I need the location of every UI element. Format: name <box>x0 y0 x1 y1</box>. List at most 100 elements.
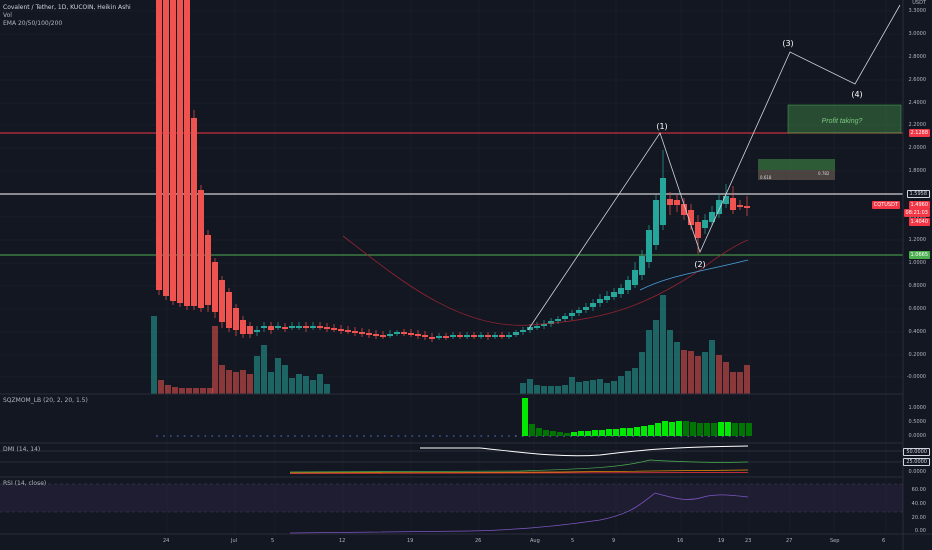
time-tick[interactable]: 6 <box>882 538 886 544</box>
price-tick[interactable]: 3.0000 <box>908 31 927 37</box>
candle <box>478 332 484 339</box>
time-tick[interactable]: 5 <box>571 538 575 544</box>
squeeze-bar <box>662 421 668 436</box>
squeeze-bar <box>557 432 563 436</box>
price-tick[interactable]: 1.0000 <box>908 260 927 266</box>
symbol-tag[interactable]: CQTUSDT <box>871 201 900 209</box>
volume-bar <box>534 385 540 394</box>
price-tick[interactable]: 1.6000 <box>908 214 927 220</box>
squeeze-dot <box>231 435 234 437</box>
pivot-price-tag[interactable]: 1.5958 <box>906 190 930 198</box>
squeeze-dot <box>266 435 269 437</box>
candle <box>275 322 281 330</box>
time-tick[interactable]: Sep <box>830 538 840 544</box>
candle <box>156 0 162 295</box>
squeeze-histogram <box>156 398 752 437</box>
squeeze-dot <box>211 435 214 437</box>
squeeze-bar <box>655 423 661 436</box>
squeeze-bar <box>592 430 598 436</box>
dmi-title[interactable]: DMI (14, 14) <box>3 446 41 453</box>
time-tick[interactable]: 26 <box>475 538 482 544</box>
time-tick[interactable]: 16 <box>677 538 684 544</box>
price-tick[interactable]: 0.8000 <box>908 283 927 289</box>
candle <box>520 327 526 335</box>
current-price-tag[interactable]: 1.4960 <box>908 201 930 209</box>
candle <box>443 333 449 340</box>
price-tick[interactable]: 0.6000 <box>908 306 927 312</box>
candle <box>401 329 407 336</box>
squeeze-dot <box>238 435 241 437</box>
low-price-tag[interactable]: 1.4040 <box>908 218 930 226</box>
time-tick[interactable]: 19 <box>407 538 414 544</box>
volume-bar <box>639 352 645 394</box>
time-tick[interactable]: 9 <box>612 538 616 544</box>
squeeze-dot <box>514 435 517 437</box>
squeeze-bar <box>550 431 556 436</box>
squeeze-dot <box>162 435 165 437</box>
price-tick[interactable]: 2.8000 <box>908 54 927 60</box>
squeeze-bar <box>522 398 528 436</box>
candle <box>268 322 274 334</box>
price-tick[interactable]: 2.6000 <box>908 77 927 83</box>
countdown-tag: 08:21:03 <box>903 209 930 217</box>
position-stop-zone[interactable] <box>758 170 835 180</box>
wave-2-label[interactable]: (2) <box>694 260 705 269</box>
volume-bar <box>688 351 694 394</box>
price-tick[interactable]: 2.0000 <box>908 145 927 151</box>
time-tick[interactable]: 24 <box>163 538 170 544</box>
price-tick[interactable]: -0.0000 <box>906 374 926 380</box>
volume-bar <box>219 365 225 394</box>
candle <box>436 333 442 340</box>
price-tick[interactable]: 1.8000 <box>908 168 927 174</box>
candle <box>345 326 351 334</box>
resistance-price-tag[interactable]: 2.1288 <box>908 129 930 137</box>
candle <box>429 333 435 342</box>
candle <box>506 332 512 339</box>
ema-legend[interactable]: EMA 20/50/100/200 <box>3 20 63 27</box>
squeeze-dot <box>480 435 483 437</box>
dmi-adx-line <box>420 445 749 457</box>
squeeze-title[interactable]: SQZMOM_LB (20, 2, 20, 1.5) <box>3 397 88 404</box>
symbol-title[interactable]: Covalent / Tether, 1D, KUCOIN, Heikin As… <box>3 4 131 11</box>
support-price-tag[interactable]: 1.0665 <box>908 251 930 259</box>
squeeze-dot <box>369 435 372 437</box>
profit-taking-box[interactable] <box>787 104 902 134</box>
candle <box>394 330 400 336</box>
price-tick[interactable]: 0.4000 <box>908 329 927 335</box>
time-tick[interactable]: 12 <box>339 538 346 544</box>
wave-4-label[interactable]: (4) <box>851 90 862 99</box>
time-tick[interactable]: 5 <box>271 538 275 544</box>
volume-bar <box>716 355 722 394</box>
volume-bar <box>268 372 274 394</box>
rsi-title[interactable]: RSI (14, close) <box>3 480 47 487</box>
time-tick[interactable]: 27 <box>786 538 793 544</box>
price-tick[interactable]: 2.2000 <box>908 122 927 128</box>
candle <box>695 215 701 254</box>
wave-3-label[interactable]: (3) <box>782 39 793 48</box>
volume-legend[interactable]: Vol <box>3 12 12 19</box>
price-tick[interactable]: 0.2000 <box>908 352 927 358</box>
volume-bar <box>632 368 638 394</box>
dmi-tick: 50.0000 <box>903 448 930 456</box>
position-target-zone[interactable] <box>758 159 835 170</box>
wave-1-label[interactable]: (1) <box>656 122 667 131</box>
time-tick[interactable]: Aug <box>530 538 540 544</box>
elliott-wave-path[interactable] <box>527 4 901 331</box>
volume-bar <box>317 374 323 394</box>
time-tick[interactable]: Jul <box>231 538 238 544</box>
price-tick[interactable]: 2.4000 <box>908 100 927 106</box>
price-tick[interactable]: 3.3000 <box>908 8 927 14</box>
volume-bar <box>562 385 568 394</box>
price-tick[interactable]: 1.2000 <box>908 237 927 243</box>
volume-bar <box>247 374 253 394</box>
candle <box>632 262 638 288</box>
time-tick[interactable]: 19 <box>718 538 725 544</box>
candle <box>198 185 204 312</box>
squeeze-bar <box>669 422 675 436</box>
candle <box>471 332 477 339</box>
time-tick[interactable]: 23 <box>745 538 752 544</box>
squeeze-bar <box>613 429 619 436</box>
candle <box>541 320 547 329</box>
